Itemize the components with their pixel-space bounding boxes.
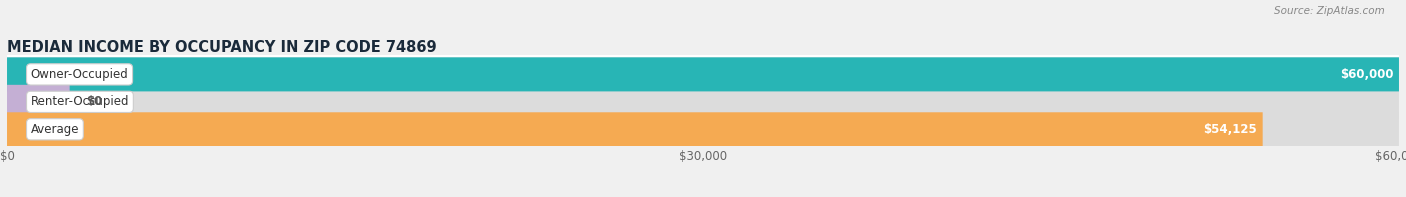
Text: Renter-Occupied: Renter-Occupied (31, 95, 129, 108)
Text: $54,125: $54,125 (1204, 123, 1257, 136)
Text: $0: $0 (86, 95, 103, 108)
FancyBboxPatch shape (7, 57, 1399, 91)
Text: MEDIAN INCOME BY OCCUPANCY IN ZIP CODE 74869: MEDIAN INCOME BY OCCUPANCY IN ZIP CODE 7… (7, 40, 437, 55)
FancyBboxPatch shape (7, 54, 1399, 95)
Text: Average: Average (31, 123, 79, 136)
FancyBboxPatch shape (7, 109, 1399, 150)
FancyBboxPatch shape (7, 112, 1263, 146)
Text: Source: ZipAtlas.com: Source: ZipAtlas.com (1274, 6, 1385, 16)
FancyBboxPatch shape (7, 85, 70, 119)
Text: Owner-Occupied: Owner-Occupied (31, 68, 128, 81)
Text: $60,000: $60,000 (1340, 68, 1393, 81)
FancyBboxPatch shape (7, 112, 1399, 146)
FancyBboxPatch shape (7, 85, 1399, 119)
FancyBboxPatch shape (7, 82, 1399, 122)
FancyBboxPatch shape (7, 57, 1399, 91)
